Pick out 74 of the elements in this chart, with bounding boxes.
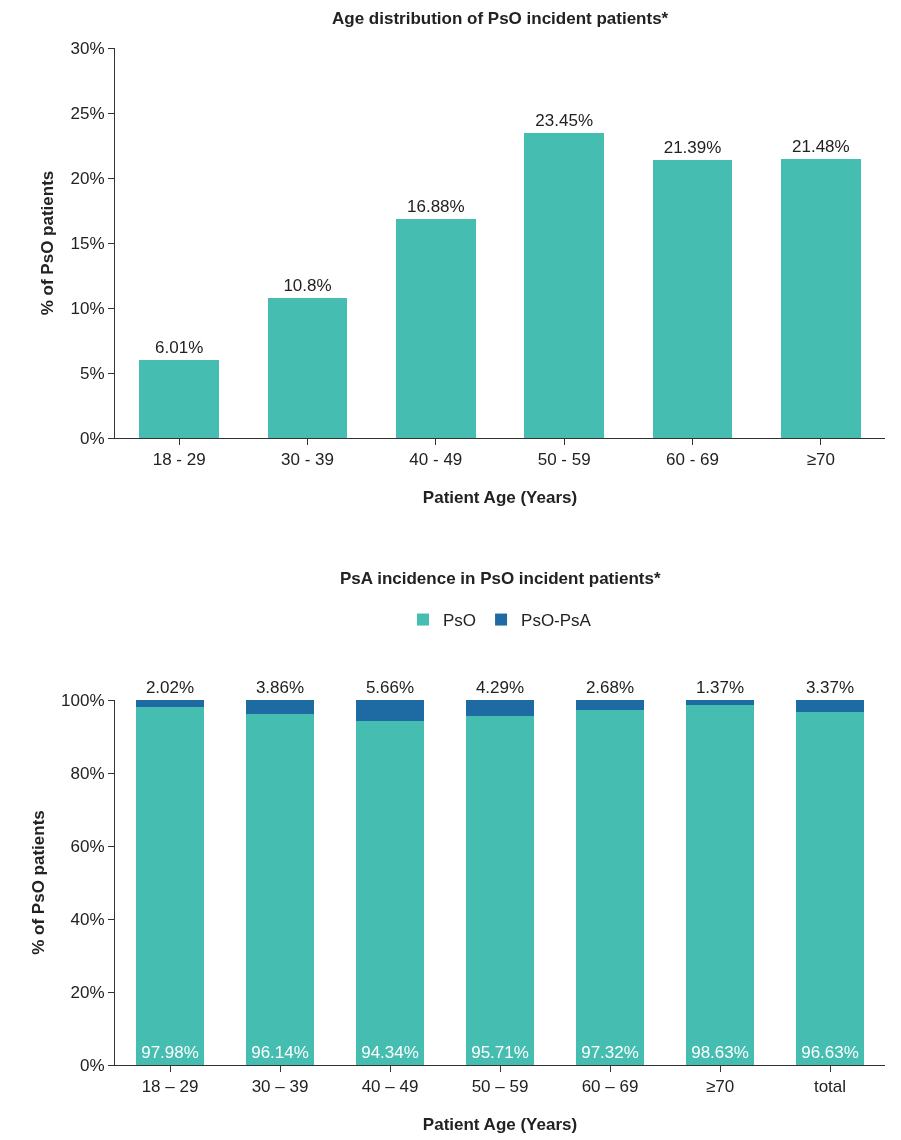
bar (685, 705, 755, 1065)
x-tick-label: 30 - 39 (281, 450, 334, 470)
bar (139, 359, 219, 438)
y-tick-label: 5% (80, 363, 105, 383)
x-tick-label: 50 - 59 (537, 450, 591, 470)
data-label: 2.68% (585, 678, 635, 697)
data-label: 4.29% (475, 678, 525, 697)
data-label: 6.01% (155, 337, 204, 357)
x-tick-label: 50 – 59 (471, 1077, 529, 1097)
bar (355, 720, 425, 1065)
y-axis-title: % of PsO patients (28, 810, 48, 955)
y-tick-label: 15% (70, 233, 105, 253)
bar (465, 715, 535, 1065)
x-tick-label: 30 – 39 (251, 1077, 309, 1097)
bar (652, 159, 733, 438)
x-axis-title: Patient Age (Years) (422, 1114, 578, 1134)
x-tick-label: total (813, 1077, 847, 1097)
data-label: 94.34% (361, 1043, 419, 1062)
y-tick-label: 80% (70, 763, 105, 783)
data-label: 3.37% (805, 678, 855, 697)
bar (267, 297, 348, 438)
legend-label: PsO (443, 611, 477, 631)
legend-label: PsO-PsA (521, 611, 592, 631)
bar (781, 158, 861, 438)
data-label: 16.88% (407, 196, 465, 216)
y-tick-label: 0% (80, 428, 105, 448)
chart-title: Age distribution of PsO incident patients* (332, 9, 669, 28)
bar (465, 700, 535, 716)
y-tick-label: 20% (70, 982, 105, 1002)
data-label: 10.8% (283, 275, 332, 295)
y-tick-label: 100% (61, 690, 105, 710)
x-tick-label: ≥70 (806, 450, 835, 470)
bar (524, 133, 604, 438)
x-tick-label: 60 - 69 (666, 450, 719, 470)
x-tick-label: 40 - 49 (409, 450, 463, 470)
y-tick-label: 30% (70, 38, 105, 58)
data-label: 21.48% (792, 136, 850, 156)
data-label: 23.45% (535, 111, 593, 131)
bar (135, 700, 205, 708)
y-tick-label: 40% (70, 909, 105, 929)
data-label: 5.66% (365, 678, 415, 697)
x-tick-label: 18 – 29 (141, 1077, 199, 1097)
data-label: 2.02% (145, 678, 195, 697)
bar (245, 700, 315, 715)
data-label: 97.32% (581, 1043, 639, 1062)
data-label: 96.14% (251, 1043, 309, 1062)
data-label: 97.98% (141, 1043, 199, 1062)
y-tick-label: 0% (80, 1055, 105, 1075)
bar (396, 218, 476, 438)
bar (245, 714, 315, 1065)
data-label: 96.63% (801, 1043, 859, 1062)
y-tick-label: 20% (70, 168, 105, 188)
y-axis-title: % of PsO patients (38, 170, 58, 316)
y-tick-label: 10% (70, 298, 105, 318)
data-label: 3.86% (255, 678, 305, 697)
data-label: 1.37% (695, 678, 745, 697)
y-tick-label: 25% (70, 103, 105, 123)
data-label: 95.71% (471, 1043, 529, 1062)
chart-title: PsA incidence in PsO incident patients* (340, 569, 661, 588)
bar (795, 700, 865, 713)
data-label: 98.63% (691, 1043, 749, 1062)
x-tick-label: 60 – 69 (581, 1077, 639, 1097)
bar (575, 709, 645, 1065)
bar (795, 712, 865, 1065)
x-tick-label: 40 – 49 (361, 1077, 419, 1097)
bar (355, 700, 425, 721)
bar (575, 700, 645, 710)
x-tick-label: 18 - 29 (152, 450, 206, 470)
x-axis-title: Patient Age (Years) (422, 487, 578, 507)
y-tick-label: 60% (70, 836, 105, 856)
bar (685, 700, 755, 705)
data-label: 21.39% (663, 137, 722, 157)
bar (135, 707, 205, 1065)
x-tick-label: ≥70 (705, 1077, 735, 1097)
